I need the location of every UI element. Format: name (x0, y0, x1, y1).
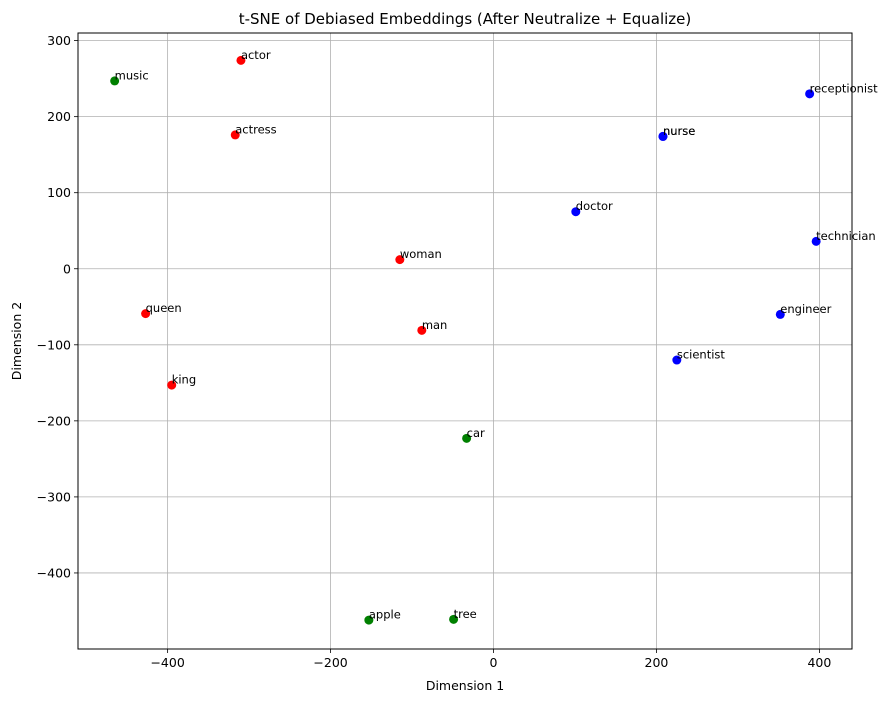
point-label: actress (235, 122, 276, 136)
x-tick-label: 0 (490, 655, 498, 670)
point-label: car (467, 426, 485, 440)
data-point (658, 131, 668, 141)
data-point (775, 309, 785, 319)
data-point (167, 380, 177, 390)
point-label: receptionist (810, 81, 878, 95)
data-point (805, 89, 815, 99)
point-label: apple (369, 608, 401, 622)
x-tick-label: 200 (645, 655, 669, 670)
point-label: king (172, 373, 196, 387)
x-tick-label: 400 (807, 655, 831, 670)
data-point (236, 55, 246, 65)
x-axis-ticks: −400 −200 0 200 400 (150, 649, 831, 670)
point-label: scientist (677, 348, 726, 362)
data-point (449, 614, 459, 624)
point-label: woman (400, 247, 442, 261)
data-point (462, 433, 472, 443)
y-tick-label: −100 (37, 337, 71, 352)
data-point (672, 355, 682, 365)
point-label: technician (816, 229, 876, 243)
point-label: engineer (780, 302, 831, 316)
point-label: tree (454, 607, 477, 621)
y-axis-label: Dimension 2 (9, 302, 24, 380)
plot-frame (77, 32, 853, 650)
y-axis-ticks: −400 −300 −200 −100 0 100 200 300 (37, 33, 78, 580)
y-tick-label: 0 (63, 261, 71, 276)
y-tick-label: −300 (37, 489, 71, 504)
point-label: nurse (663, 124, 695, 138)
data-point (364, 615, 374, 625)
point-label: nurse (663, 124, 695, 138)
y-tick-label: −400 (37, 565, 71, 580)
data-point (110, 76, 120, 86)
data-point (417, 325, 427, 335)
y-tick-label: 100 (47, 185, 71, 200)
y-tick-label: 200 (47, 109, 71, 124)
point-labels: actor actress woman man queen king music car app… (115, 48, 878, 622)
data-point (571, 207, 581, 217)
data-points (110, 55, 821, 625)
point-label: queen (146, 301, 182, 315)
grid-lines (78, 33, 852, 649)
point-label: doctor (576, 199, 613, 213)
x-tick-label: −200 (313, 655, 347, 670)
y-tick-label: −200 (37, 413, 71, 428)
x-axis-label: Dimension 1 (426, 678, 504, 693)
data-point (141, 309, 151, 319)
point-label: actor (241, 48, 271, 62)
point-label: man (422, 318, 448, 332)
point-label: music (115, 68, 149, 82)
chart-title: t-SNE of Debiased Embeddings (After Neut… (239, 10, 692, 28)
y-tick-label: 300 (47, 33, 71, 48)
data-point (230, 130, 240, 140)
data-point (811, 236, 821, 246)
x-tick-label: −400 (150, 655, 184, 670)
data-point (395, 255, 405, 265)
